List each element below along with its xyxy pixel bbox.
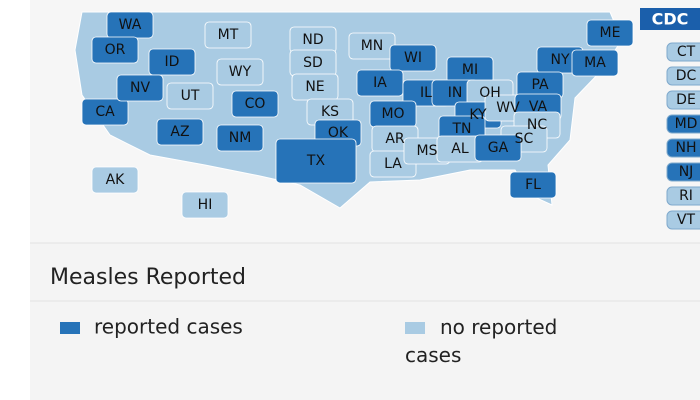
state-label: TN bbox=[451, 121, 471, 137]
small-state-badge bbox=[666, 66, 700, 86]
state-label: MO bbox=[381, 106, 404, 122]
small-state-label: CT bbox=[677, 44, 696, 60]
small-state-badge bbox=[666, 210, 700, 230]
state bbox=[509, 171, 557, 199]
state-label: PA bbox=[531, 77, 549, 93]
state-label: OH bbox=[479, 85, 501, 101]
state-label: ND bbox=[302, 32, 323, 48]
state bbox=[148, 48, 196, 76]
state bbox=[81, 98, 129, 126]
state-label: MA bbox=[584, 55, 606, 71]
state bbox=[91, 166, 139, 194]
state bbox=[389, 44, 437, 72]
state-label: IA bbox=[373, 75, 387, 91]
state-label: SC bbox=[515, 131, 534, 147]
state-label: FL bbox=[525, 177, 541, 193]
state-label: AK bbox=[106, 172, 126, 188]
state bbox=[231, 90, 279, 118]
state-label: MT bbox=[218, 27, 239, 43]
state-label: AZ bbox=[170, 124, 189, 140]
legend-label-line: no reported bbox=[440, 315, 557, 339]
state bbox=[216, 124, 264, 152]
state-label: GA bbox=[488, 140, 509, 156]
legend: reported cases no reported cases bbox=[60, 315, 557, 367]
state-labels: WA OR ID MT ND MN WI MI NY ME MA CA NV UT WY SD NE IA IL IN… bbox=[95, 17, 697, 228]
small-state-badge bbox=[666, 138, 700, 158]
small-state-label: DC bbox=[676, 68, 697, 84]
state-label: OR bbox=[105, 42, 126, 58]
state-label: MN bbox=[361, 38, 384, 54]
legend-swatch bbox=[60, 322, 80, 334]
state-label: CA bbox=[95, 104, 115, 120]
state-label: UT bbox=[181, 88, 200, 104]
state-label: NE bbox=[305, 79, 324, 95]
state-label: TX bbox=[306, 153, 326, 169]
state-label: HI bbox=[198, 197, 213, 213]
state-label: IL bbox=[420, 85, 432, 101]
small-state-badge bbox=[666, 162, 700, 182]
small-state-badge bbox=[666, 186, 700, 206]
state-label: NV bbox=[130, 80, 150, 96]
state bbox=[474, 134, 522, 162]
logo-text: CDC bbox=[652, 10, 689, 29]
state bbox=[586, 19, 634, 47]
state bbox=[571, 49, 619, 77]
state-label: MI bbox=[462, 62, 478, 78]
state-label: ME bbox=[600, 25, 621, 41]
state bbox=[166, 82, 214, 110]
state bbox=[216, 58, 264, 86]
small-state-label: VT bbox=[677, 212, 696, 228]
state-label: NC bbox=[527, 117, 547, 133]
state-label: WV bbox=[496, 100, 520, 116]
state-label: AR bbox=[385, 131, 405, 147]
state-label: ID bbox=[165, 54, 180, 70]
state-label: LA bbox=[384, 156, 402, 172]
small-state-label: NH bbox=[676, 140, 697, 156]
state bbox=[116, 74, 164, 102]
state-label: NY bbox=[550, 52, 569, 68]
state-label: KS bbox=[321, 104, 339, 120]
state-label: WY bbox=[229, 64, 252, 80]
state-label: IN bbox=[448, 85, 463, 101]
state-label: VA bbox=[529, 99, 548, 115]
state-label: OK bbox=[328, 125, 349, 141]
legend-label-line: cases bbox=[405, 343, 461, 367]
state-label: KY bbox=[469, 107, 487, 123]
state-label: AL bbox=[451, 141, 469, 157]
state-label: MS bbox=[417, 143, 438, 159]
small-state-badge bbox=[666, 42, 700, 62]
states bbox=[81, 11, 700, 230]
state-label: SD bbox=[303, 55, 323, 71]
state-label: WI bbox=[404, 50, 422, 66]
small-state-label: DE bbox=[676, 92, 696, 108]
map-title: Measles Reported bbox=[50, 265, 246, 290]
legend-label: no reported cases bbox=[405, 315, 557, 367]
logo-box bbox=[640, 8, 700, 30]
legend-label: reported cases bbox=[94, 315, 243, 339]
small-state-label: NJ bbox=[679, 164, 694, 180]
small-state-label: RI bbox=[679, 188, 693, 204]
state-label: NM bbox=[229, 130, 252, 146]
small-state-badge bbox=[666, 90, 700, 110]
state bbox=[275, 138, 357, 184]
state-label: CO bbox=[245, 96, 266, 112]
state bbox=[91, 36, 139, 64]
state bbox=[204, 21, 252, 49]
state bbox=[181, 191, 229, 219]
legend-swatch bbox=[405, 322, 425, 334]
small-state-badge bbox=[666, 114, 700, 134]
small-state-label: MD bbox=[675, 116, 698, 132]
state-label: WA bbox=[119, 17, 142, 33]
state bbox=[156, 118, 204, 146]
